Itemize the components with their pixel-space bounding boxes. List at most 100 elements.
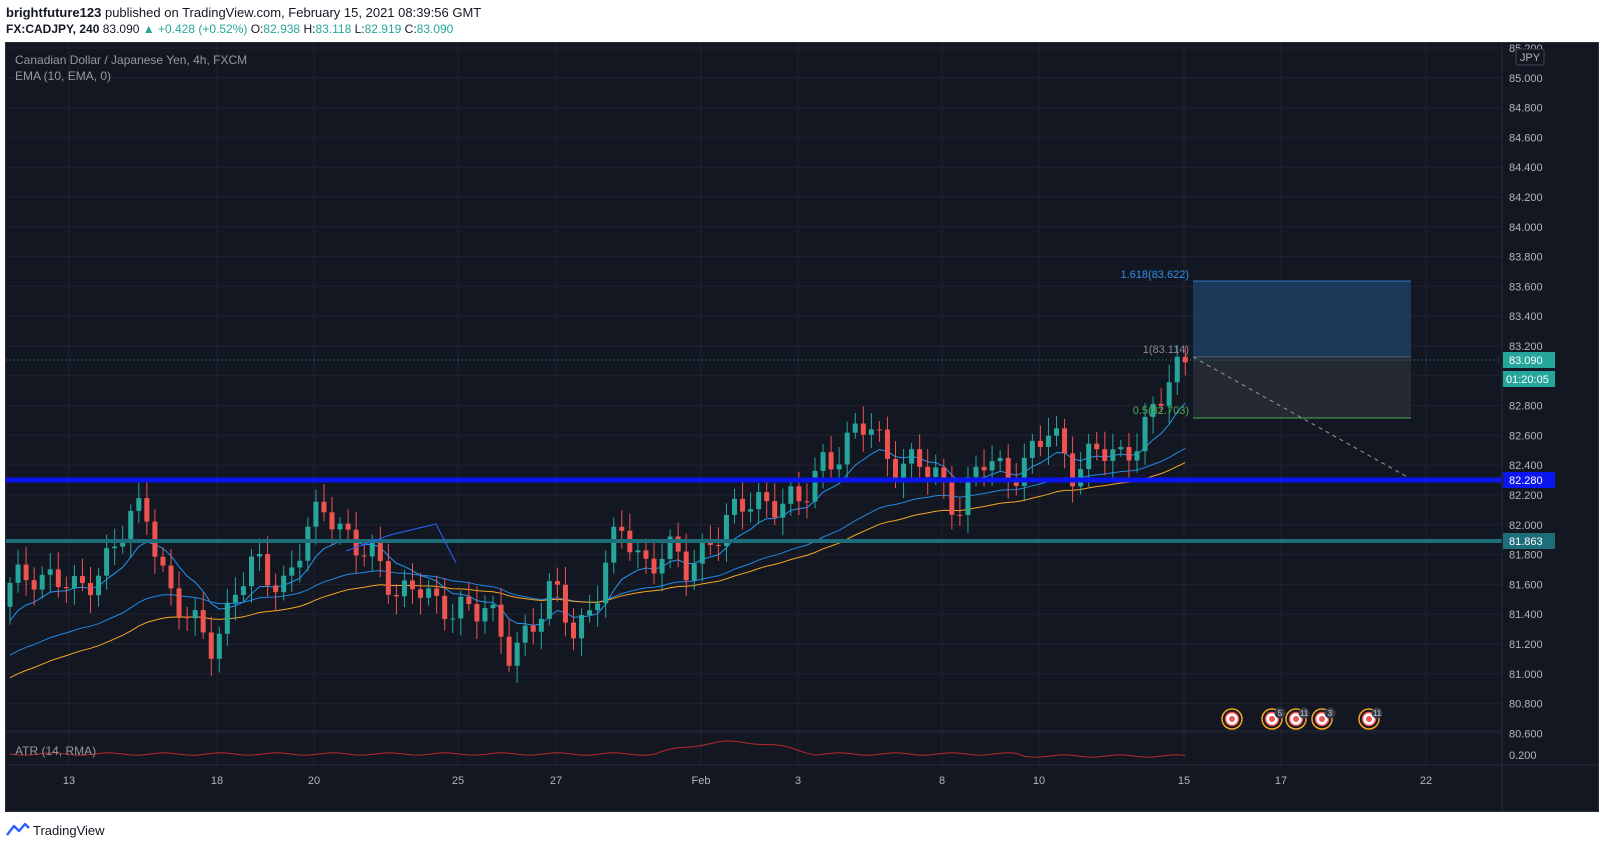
candle-body — [136, 498, 142, 511]
candle-body — [909, 449, 915, 464]
event-count: 11 — [1300, 709, 1309, 718]
candle-body — [393, 594, 399, 597]
candle-body — [79, 576, 85, 583]
candle-body — [369, 542, 375, 557]
price-tick: 81.000 — [1509, 669, 1543, 681]
candle-body — [820, 452, 826, 471]
candle-body — [635, 550, 641, 553]
candle-body — [562, 584, 568, 623]
candle-body — [192, 610, 198, 619]
candle-body — [265, 554, 271, 586]
candle-body — [160, 556, 166, 566]
event-count: 5 — [1278, 709, 1283, 718]
candle-body — [571, 622, 576, 639]
candle-body — [691, 563, 697, 581]
chart-panel[interactable]: 1.618(83.622) 1(83.114) 0.5(82.703) 5 11 3… — [5, 42, 1599, 812]
candle-body — [514, 642, 520, 666]
price-tick: 83.400 — [1509, 311, 1543, 323]
candle-body — [321, 501, 327, 513]
fib-lower-zone[interactable] — [1193, 357, 1411, 418]
close-value: 83.090 — [416, 22, 454, 36]
price-tick: 84.200 — [1509, 192, 1543, 204]
candle-body — [498, 604, 504, 637]
candle-body — [965, 477, 971, 516]
candle-body — [7, 582, 13, 607]
price-tick: 83.200 — [1509, 341, 1543, 353]
last-price-label: 83.090 — [1509, 355, 1543, 367]
fib-1618-label: 1.618(83.622) — [1121, 269, 1190, 281]
fib-upper-zone[interactable] — [1193, 281, 1411, 357]
candle-body — [868, 429, 874, 435]
price-tick: 83.600 — [1509, 281, 1543, 293]
candle-body — [1134, 451, 1140, 461]
price-tick: 82.400 — [1509, 460, 1543, 472]
candle-body — [893, 458, 898, 482]
candle-body — [297, 560, 303, 568]
price-tick: 84.600 — [1509, 132, 1543, 144]
currency-badge[interactable]: JPY — [1520, 52, 1541, 64]
chart-canvas[interactable]: 1.618(83.622) 1(83.114) 0.5(82.703) 5 11 3… — [6, 43, 1598, 811]
chart-header: brightfuture123 published on TradingView… — [0, 0, 1604, 42]
candle-body — [104, 548, 110, 576]
event-marker-icon[interactable] — [1221, 708, 1243, 730]
time-tick: 20 — [308, 775, 320, 787]
candle-body — [579, 615, 585, 639]
candle-body — [377, 542, 383, 562]
event-marker-icon[interactable]: 11 — [1358, 707, 1383, 730]
candle-body — [756, 492, 762, 510]
fib-05-label: 0.5(82.703) — [1133, 405, 1189, 417]
candle-body — [466, 596, 472, 605]
candle-body — [989, 461, 995, 471]
candle-body — [1029, 440, 1035, 458]
projection-dashed-line — [1192, 356, 1412, 480]
candle-body — [490, 604, 496, 609]
atr-legend[interactable]: ATR (14, RMA) — [15, 744, 97, 758]
publisher-name[interactable]: brightfuture123 — [6, 5, 102, 20]
candle-body — [949, 482, 955, 515]
candle-body — [337, 523, 343, 530]
price-tick: 82.000 — [1509, 520, 1543, 532]
candle-body — [482, 608, 488, 622]
tradingview-logo-icon[interactable] — [6, 822, 30, 836]
candle-body — [1054, 428, 1059, 436]
price-tick: 82.600 — [1509, 430, 1543, 442]
price-tick: 80.800 — [1509, 699, 1543, 711]
atr-line — [9, 740, 1186, 758]
candle-body — [546, 581, 552, 619]
economic-events: 5 11 3 11 — [1221, 707, 1383, 730]
candle-body — [442, 595, 448, 620]
candle-body — [667, 536, 673, 559]
candle-body — [47, 569, 53, 575]
candle-body — [1045, 435, 1051, 447]
low-label: L: — [354, 22, 365, 36]
tradingview-brand[interactable]: TradingView — [33, 823, 105, 838]
event-marker-icon[interactable]: 3 — [1311, 707, 1336, 730]
price-change: ▲ +0.428 (+0.52%) — [142, 22, 248, 36]
candle-body — [651, 558, 657, 574]
event-marker-icon[interactable]: 5 — [1261, 707, 1286, 730]
price-tick: 84.400 — [1509, 162, 1543, 174]
candle-body — [1037, 440, 1043, 447]
candle-body — [595, 603, 601, 611]
time-tick: 22 — [1420, 775, 1432, 787]
ema-legend[interactable]: EMA (10, EMA, 0) — [15, 69, 112, 83]
level-upper-tag — [1503, 472, 1555, 488]
time-tick: 25 — [452, 775, 464, 787]
price-tick: 85.000 — [1509, 73, 1543, 85]
candle-body — [1005, 457, 1011, 481]
instrument-legend[interactable]: Canadian Dollar / Japanese Yen, 4h, FXCM — [15, 53, 248, 67]
currency-badge-box — [1515, 48, 1545, 66]
candle-body — [71, 576, 77, 589]
price-tick: 83.800 — [1509, 252, 1543, 264]
level-lower-label: 81.863 — [1509, 536, 1543, 548]
candle-body — [611, 526, 617, 563]
event-marker-icon[interactable]: 11 — [1285, 707, 1310, 730]
candle-body — [112, 546, 118, 549]
candle-body — [1150, 403, 1156, 417]
candle-body — [860, 423, 866, 435]
candle-body — [812, 470, 818, 502]
candle-body — [619, 526, 625, 531]
candle-body — [699, 541, 705, 564]
candle-body — [925, 466, 931, 477]
candle-body — [506, 636, 512, 666]
